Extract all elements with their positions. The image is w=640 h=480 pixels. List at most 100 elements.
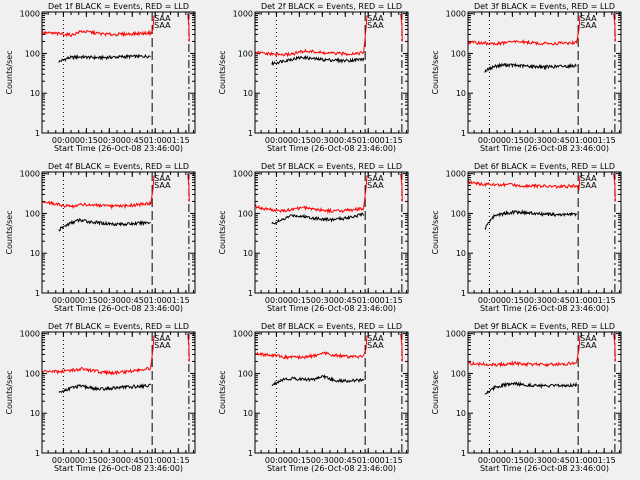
y-axis-label: Counts/sec: [218, 50, 227, 94]
x-tick-label: 00:15: [501, 136, 524, 145]
x-tick-label: 00:00: [52, 456, 75, 465]
saa-label: SAA: [580, 14, 597, 23]
saa-label: SAA: [580, 181, 597, 190]
x-tick-label: 00:15: [288, 296, 311, 305]
detector-panel: Det 8f BLACK = Events, RED = LLD Counts/s…: [218, 322, 409, 473]
x-axis-label: Start Time (26-Oct-08 23:46:00): [480, 144, 609, 153]
x-tick-label: 00:45: [121, 456, 144, 465]
x-tick-label: 00:00: [52, 296, 75, 305]
y-tick-label: 100: [25, 369, 40, 378]
y-tick-label: 100: [451, 209, 466, 218]
saa-label: SAA: [154, 21, 171, 30]
lld-post-saa-spike: [613, 333, 616, 362]
y-tick-label: 10: [456, 89, 466, 98]
y-tick-label: 1000: [233, 10, 253, 19]
x-tick-label: 00:30: [524, 136, 547, 145]
lld-post-saa-spike: [613, 173, 616, 202]
y-tick-label: 100: [451, 369, 466, 378]
x-tick-label: 01:15: [380, 136, 403, 145]
y-tick-label: 1000: [20, 10, 40, 19]
x-axis-label: Start Time (26-Oct-08 23:46:00): [54, 464, 183, 473]
x-tick-label: 00:30: [98, 136, 121, 145]
saa-label: SAA: [580, 21, 597, 30]
y-tick-label: 10: [243, 409, 253, 418]
y-tick-label: 1000: [20, 330, 40, 339]
x-tick-label: 00:00: [478, 456, 501, 465]
panel-title: Det 5f BLACK = Events, RED = LLD: [261, 162, 402, 171]
plot-frame: [254, 11, 409, 134]
x-tick-label: 00:45: [121, 136, 144, 145]
y-tick-label: 1: [461, 289, 466, 298]
saa-label: SAA: [367, 21, 384, 30]
y-tick-label: 100: [238, 209, 253, 218]
x-tick-label: 00:00: [265, 296, 288, 305]
detector-panel: Det 5f BLACK = Events, RED = LLD Counts/s…: [218, 162, 409, 313]
x-tick-label: 01:15: [593, 456, 616, 465]
lld-series-line: [254, 335, 368, 360]
saa-label: SAA: [154, 181, 171, 190]
y-tick-label: 10: [30, 409, 40, 418]
x-tick-label: 01:00: [570, 136, 593, 145]
x-tick-label: 01:00: [144, 296, 167, 305]
x-tick-label: 01:15: [593, 296, 616, 305]
y-tick-label: 1000: [233, 330, 253, 339]
x-tick-label: 01:15: [167, 296, 190, 305]
y-tick-label: 100: [25, 49, 40, 58]
y-tick-label: 100: [25, 209, 40, 218]
x-tick-label: 00:45: [334, 296, 357, 305]
x-axis-label: Start Time (26-Oct-08 23:46:00): [480, 464, 609, 473]
x-tick-label: 00:00: [265, 456, 288, 465]
panel-title: Det 7f BLACK = Events, RED = LLD: [48, 322, 189, 331]
lld-post-saa-spike: [187, 173, 190, 202]
y-tick-label: 1000: [233, 170, 253, 179]
y-tick-label: 1: [35, 289, 40, 298]
detector-panel: Det 9f BLACK = Events, RED = LLD Counts/s…: [431, 322, 622, 473]
plot-frame: [41, 11, 196, 134]
x-tick-label: 00:30: [311, 136, 334, 145]
lld-series-line: [467, 335, 581, 368]
saa-label: SAA: [367, 341, 384, 350]
y-tick-label: 10: [243, 89, 253, 98]
x-axis-label: Start Time (26-Oct-08 23:46:00): [480, 304, 609, 313]
events-series-line: [271, 374, 365, 387]
saa-label: SAA: [580, 341, 597, 350]
events-series-line: [58, 53, 151, 63]
detector-panel: Det 3f BLACK = Events, RED = LLD Counts/s…: [431, 2, 622, 153]
x-tick-label: 01:15: [593, 136, 616, 145]
y-tick-label: 10: [30, 249, 40, 258]
x-tick-label: 00:15: [75, 456, 98, 465]
y-tick-label: 1: [248, 289, 253, 298]
y-tick-label: 1000: [20, 170, 40, 179]
detector-panel: Det 4f BLACK = Events, RED = LLD Counts/s…: [5, 162, 196, 313]
y-tick-label: 100: [451, 49, 466, 58]
x-tick-label: 01:00: [570, 456, 593, 465]
saa-label: SAA: [154, 174, 171, 183]
y-axis-label: Counts/sec: [431, 50, 440, 94]
saa-label: SAA: [367, 181, 384, 190]
detector-panel: Det 6f BLACK = Events, RED = LLD Counts/s…: [431, 162, 622, 313]
x-tick-label: 01:00: [357, 136, 380, 145]
plot-frame: [467, 331, 622, 454]
x-axis-label: Start Time (26-Oct-08 23:46:00): [54, 144, 183, 153]
y-tick-label: 10: [456, 409, 466, 418]
y-tick-label: 10: [456, 249, 466, 258]
x-tick-label: 01:00: [144, 456, 167, 465]
events-series-line: [58, 217, 151, 232]
events-series-line: [484, 62, 577, 73]
y-tick-label: 1000: [446, 330, 466, 339]
events-series-line: [271, 55, 365, 67]
x-tick-label: 01:15: [380, 296, 403, 305]
saa-label: SAA: [580, 334, 597, 343]
saa-label: SAA: [580, 174, 597, 183]
x-tick-label: 00:15: [75, 296, 98, 305]
x-axis-label: Start Time (26-Oct-08 23:46:00): [54, 304, 183, 313]
x-tick-label: 00:15: [288, 456, 311, 465]
lld-series-line: [41, 15, 155, 38]
plot-frame: [254, 331, 409, 454]
x-tick-label: 00:30: [311, 456, 334, 465]
x-axis-label: Start Time (26-Oct-08 23:46:00): [267, 304, 396, 313]
plot-frame: [467, 171, 622, 294]
y-axis-label: Counts/sec: [431, 370, 440, 414]
